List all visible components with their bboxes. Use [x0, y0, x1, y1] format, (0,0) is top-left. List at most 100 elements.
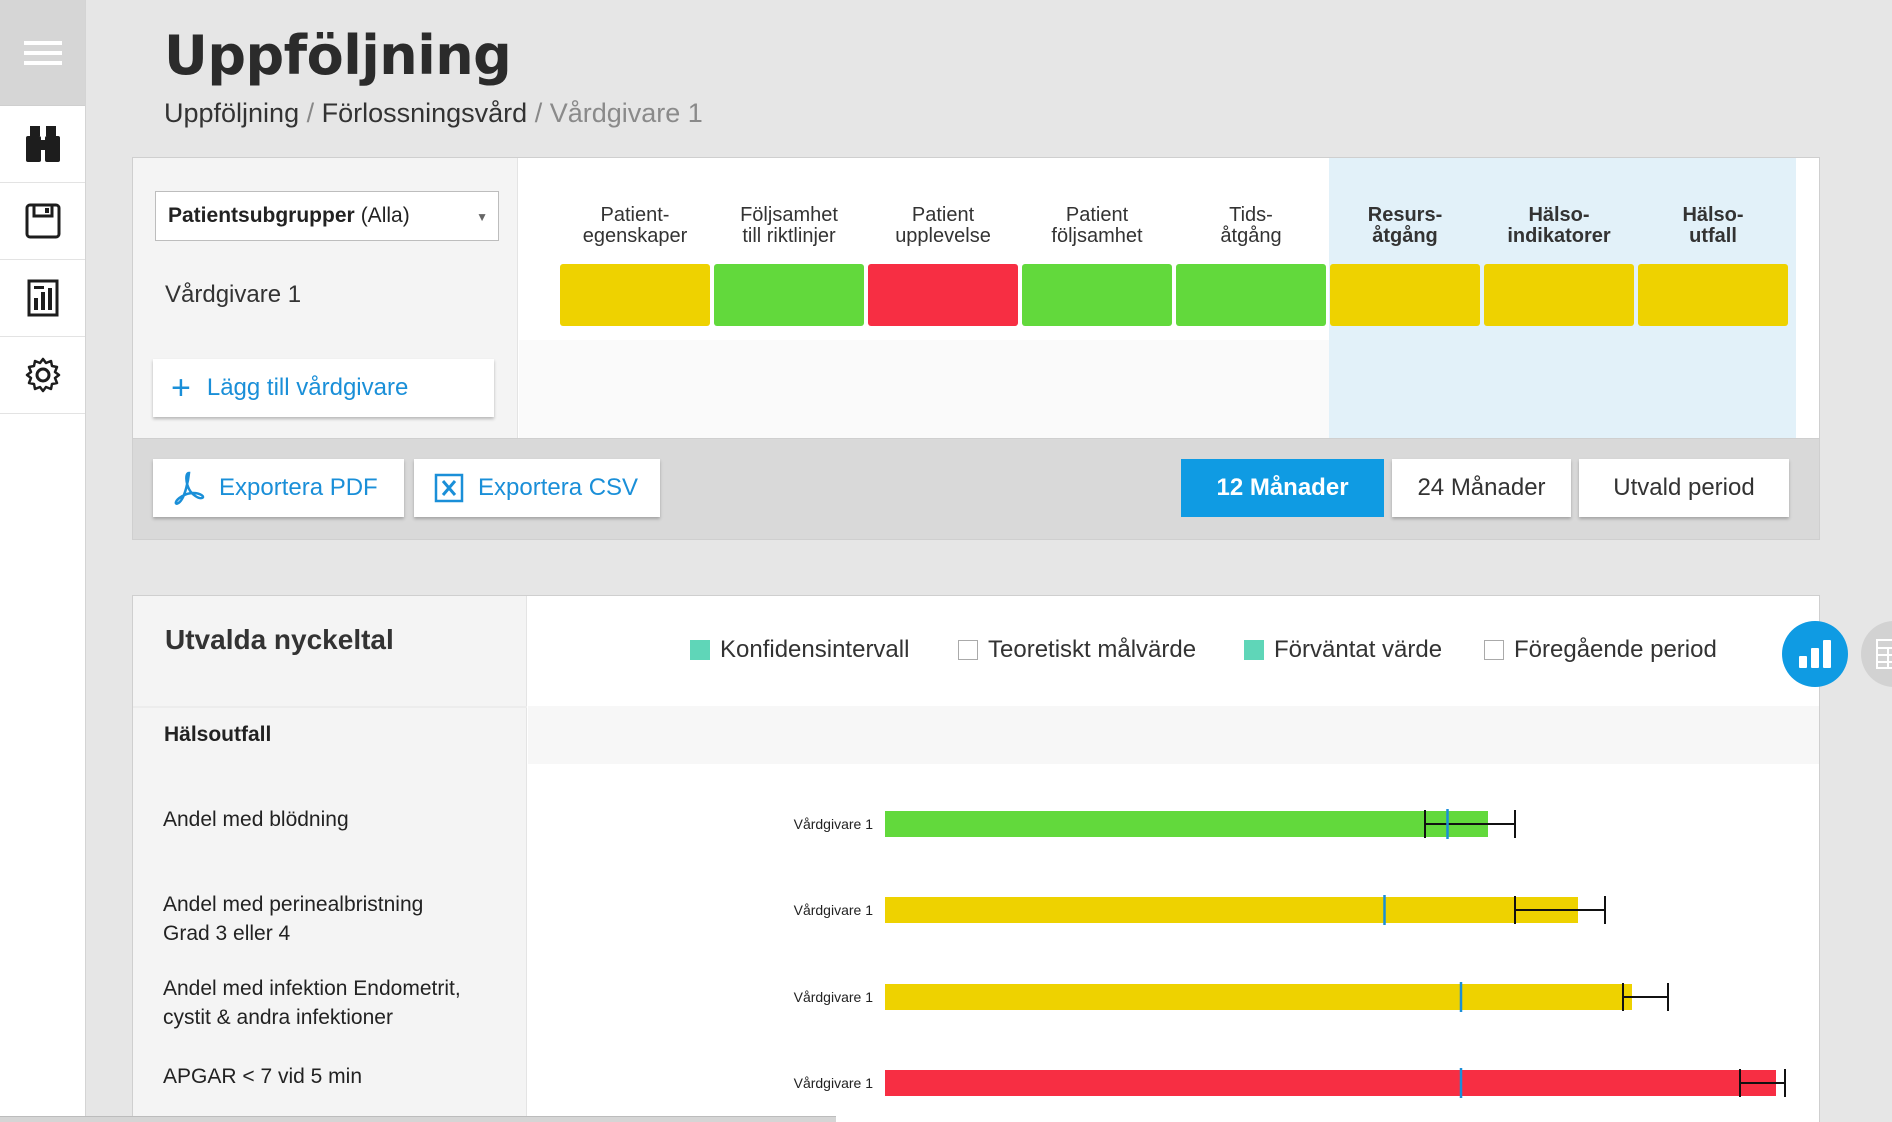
bar-series-label: Vårdgivare 1 [794, 989, 874, 1005]
status-cell-green[interactable] [1176, 264, 1326, 326]
kpi-title: Utvalda nyckeltal [165, 624, 394, 655]
legend-label: Teoretiskt målvärde [988, 636, 1197, 663]
category-header-line: Resurs- [1367, 204, 1443, 226]
page-title: Uppföljning [164, 24, 512, 87]
category-header[interactable]: Hälso-utfall [1638, 205, 1788, 255]
save-icon [25, 203, 60, 239]
empty-row-bg [519, 340, 1329, 438]
add-caregiver-button[interactable]: + Lägg till vårdgivare [153, 359, 494, 417]
export-csv-label: Exportera CSV [478, 474, 639, 501]
status-cell-yellow[interactable] [560, 264, 710, 326]
metric-label[interactable]: APGAR < 7 vid 5 min [163, 1062, 362, 1091]
legend-swatch [958, 640, 978, 660]
category-header[interactable]: Hälso-indikatorer [1484, 205, 1634, 255]
kpi-panel: Utvalda nyckeltal Hälsoutfall Andel med … [132, 595, 1892, 1122]
subgroup-label: Patientsubgrupper [168, 204, 355, 227]
category-header[interactable]: Patient följsamhet [1022, 205, 1172, 255]
category-header-line: åtgång [1220, 225, 1282, 247]
breadcrumb-item-1[interactable]: Uppföljning [164, 98, 300, 128]
sidebar-item-reports[interactable] [0, 260, 85, 337]
subgroup-select[interactable]: Patientsubgrupper (Alla) ▼ [155, 191, 499, 241]
gear-icon [25, 357, 60, 393]
category-header[interactable]: Patient upplevelse [868, 205, 1018, 255]
category-header-line: indikatorer [1507, 225, 1611, 247]
bar-series-label: Vårdgivare 1 [794, 1075, 874, 1091]
bar [885, 897, 1578, 923]
category-grid: Patient-egenskaper Följsamhet till riktlin… [519, 158, 1819, 438]
plus-icon: + [171, 369, 191, 407]
metric-line: Andel med infektion Endometrit, [163, 977, 461, 1000]
table-view-button[interactable] [1861, 621, 1892, 687]
category-header-line: utfall [1689, 225, 1737, 247]
category-header-line: Patient [1065, 204, 1129, 226]
status-cell-yellow[interactable] [1330, 264, 1480, 326]
category-header-line: Följsamhet [740, 204, 838, 226]
legend-swatch [1244, 640, 1264, 660]
breadcrumb: Uppföljning / Förlossningsvård / Vårdgiv… [164, 98, 703, 128]
section-label: Hälsoutfall [164, 723, 272, 746]
horizontal-scrollbar[interactable] [0, 1116, 836, 1122]
legend-item[interactable]: Konfidensintervall [690, 636, 909, 664]
period-24-months-button[interactable]: 24 Månader [1392, 459, 1571, 517]
bar-series-label: Vårdgivare 1 [794, 816, 874, 832]
legend-item[interactable]: Föregående period [1484, 636, 1717, 664]
excel-icon [434, 473, 464, 503]
export-csv-button[interactable]: Exportera CSV [414, 459, 660, 517]
sidebar [0, 0, 86, 1122]
legend-label: Förväntat värde [1274, 636, 1443, 663]
menu-button[interactable] [0, 0, 85, 106]
kpi-divider [133, 706, 527, 708]
breadcrumb-item-2[interactable]: Förlossningsvård [321, 98, 528, 128]
breadcrumb-current: Vårdgivare 1 [549, 98, 703, 128]
chart-view-button[interactable] [1782, 621, 1848, 687]
period-12-months-button[interactable]: 12 Månader [1181, 459, 1384, 517]
bar [885, 1070, 1776, 1096]
status-cell-red[interactable] [868, 264, 1018, 326]
sidebar-item-overview[interactable] [0, 106, 85, 183]
category-header-line: Patient- [600, 204, 670, 226]
pdf-icon [173, 471, 205, 505]
status-cell-yellow[interactable] [1484, 264, 1634, 326]
export-pdf-button[interactable]: Exportera PDF [153, 459, 404, 517]
status-cell-green[interactable] [714, 264, 864, 326]
table-icon [1876, 639, 1892, 669]
status-cell-yellow[interactable] [1638, 264, 1788, 326]
category-header-line: Hälso- [1682, 204, 1744, 226]
bar-chart-icon [1799, 640, 1831, 668]
category-header-line: till riktlinjer [742, 225, 836, 247]
bar-series-label: Vårdgivare 1 [794, 902, 874, 918]
metric-line: Andel med blödning [163, 808, 349, 831]
category-header-line: åtgång [1372, 225, 1438, 247]
metric-label[interactable]: Andel med blödning [163, 805, 349, 834]
sidebar-item-save[interactable] [0, 183, 85, 260]
period-custom-button[interactable]: Utvald period [1579, 459, 1789, 517]
metric-line: cystit & andra infektioner [163, 1006, 393, 1029]
kpi-left: Utvalda nyckeltal Hälsoutfall Andel med … [133, 596, 527, 1122]
category-header[interactable]: Resurs-åtgång [1330, 205, 1480, 255]
legend-item[interactable]: Förväntat värde [1244, 636, 1442, 664]
chevron-down-icon: ▼ [476, 210, 488, 224]
metric-label[interactable]: Andel med perinealbristning Grad 3 eller … [163, 890, 423, 948]
legend: Konfidensintervall Teoretiskt målvärde F… [528, 596, 1892, 706]
legend-item[interactable]: Teoretiskt målvärde [958, 636, 1196, 664]
report-icon [27, 279, 58, 317]
category-header[interactable]: Följsamhet till riktlinjer [714, 205, 864, 255]
category-header[interactable]: Tids-åtgång [1176, 205, 1326, 255]
legend-swatch [1484, 640, 1504, 660]
category-header-line: Tids- [1229, 204, 1273, 226]
section-strip [528, 706, 1819, 764]
legend-label: Föregående period [1514, 636, 1717, 663]
metric-line: Andel med perinealbristning [163, 893, 424, 916]
category-header-line: Patient [911, 204, 975, 226]
kpi-chart-area: Konfidensintervall Teoretiskt målvärde F… [528, 596, 1892, 1122]
subgroup-value: (Alla) [360, 204, 410, 227]
status-cell-green[interactable] [1022, 264, 1172, 326]
sidebar-item-settings[interactable] [0, 337, 85, 414]
caregiver-label: Vårdgivare 1 [165, 281, 302, 308]
category-header-line: egenskaper [582, 225, 688, 247]
metric-label[interactable]: Andel med infektion Endometrit, cystit & … [163, 974, 461, 1032]
category-header[interactable]: Patient-egenskaper [560, 205, 710, 255]
legend-label: Konfidensintervall [720, 636, 910, 663]
binoculars-icon [25, 126, 60, 162]
category-header-line: följsamhet [1051, 225, 1143, 247]
